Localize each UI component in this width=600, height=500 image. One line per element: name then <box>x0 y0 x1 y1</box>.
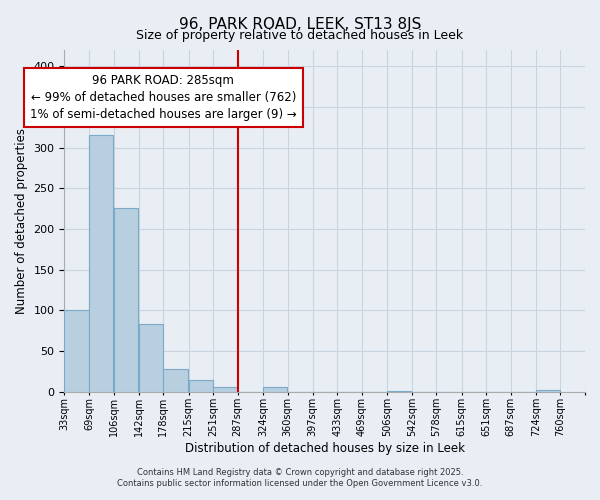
Text: 96, PARK ROAD, LEEK, ST13 8JS: 96, PARK ROAD, LEEK, ST13 8JS <box>179 18 421 32</box>
X-axis label: Distribution of detached houses by size in Leek: Distribution of detached houses by size … <box>185 442 465 455</box>
Text: Contains HM Land Registry data © Crown copyright and database right 2025.
Contai: Contains HM Land Registry data © Crown c… <box>118 468 482 487</box>
Y-axis label: Number of detached properties: Number of detached properties <box>15 128 28 314</box>
Text: 96 PARK ROAD: 285sqm
← 99% of detached houses are smaller (762)
1% of semi-detac: 96 PARK ROAD: 285sqm ← 99% of detached h… <box>30 74 297 122</box>
Bar <box>188 380 213 392</box>
Bar <box>114 208 139 392</box>
Text: Size of property relative to detached houses in Leek: Size of property relative to detached ho… <box>136 29 464 42</box>
Bar <box>263 388 287 392</box>
Bar <box>213 388 238 392</box>
Bar <box>536 390 560 392</box>
Bar <box>139 324 163 392</box>
Bar <box>387 390 412 392</box>
Bar <box>64 310 89 392</box>
Bar <box>89 134 113 392</box>
Bar <box>163 368 188 392</box>
